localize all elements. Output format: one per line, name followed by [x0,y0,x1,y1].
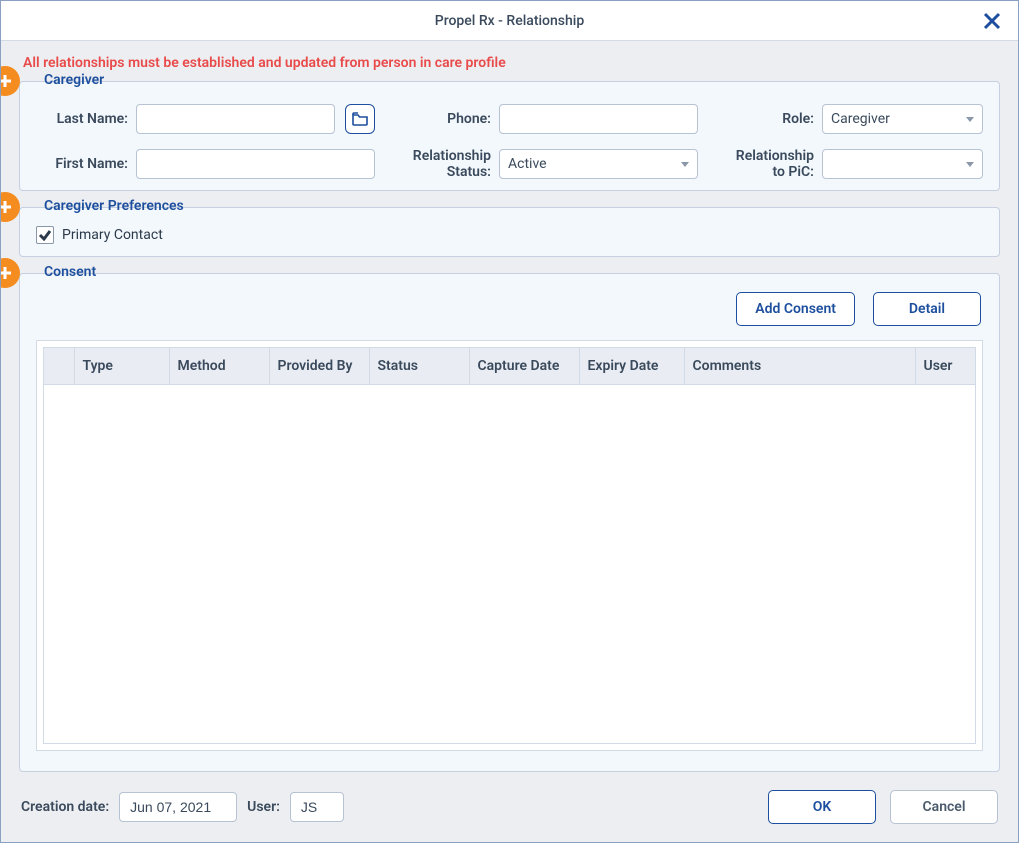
consent-section-title: Consent [40,264,100,280]
relationship-to-pic-select[interactable] [822,149,983,179]
lookup-button[interactable] [345,104,375,134]
first-name-input[interactable] [136,149,375,179]
primary-contact-label: Primary Contact [62,227,163,243]
caregiver-form: Last Name: Phone: [36,96,983,180]
titlebar: Propel Rx - Relationship [1,1,1018,41]
plus-icon [1,199,13,215]
creation-date-field[interactable] [119,792,237,822]
creation-date-label: Creation date: [21,799,109,815]
col-user[interactable]: User [915,348,975,385]
primary-contact-checkbox[interactable] [36,226,54,244]
field-role: Role: Caregiver [722,104,983,134]
relationship-to-pic-label: Relationship to PiC: [722,148,822,180]
consent-toolbar: Add Consent Detail [36,288,983,340]
user-label: User: [247,799,280,815]
chevron-down-icon [681,162,689,167]
user-field[interactable] [290,792,344,822]
field-relationship-to-pic: Relationship to PiC: [722,148,983,180]
preferences-section: Caregiver Preferences Primary Contact [19,207,1000,257]
col-comments[interactable]: Comments [684,348,915,385]
chevron-down-icon [966,162,974,167]
first-name-label: First Name: [36,156,136,173]
window-title: Propel Rx - Relationship [435,13,584,29]
ok-button[interactable]: OK [768,790,876,824]
consent-table-container: Type Method Provided By Status Capture D… [36,340,983,751]
consent-table: Type Method Provided By Status Capture D… [44,348,975,385]
detail-button[interactable]: Detail [873,292,981,326]
expand-caregiver-badge[interactable] [1,66,20,96]
primary-contact-row: Primary Contact [36,222,983,246]
field-first-name: First Name: [36,148,375,180]
last-name-input[interactable] [136,104,335,134]
phone-input[interactable] [499,104,698,134]
caregiver-section: Caregiver Last Name: [19,81,1000,191]
col-type[interactable]: Type [74,348,169,385]
consent-table-header-row: Type Method Provided By Status Capture D… [44,348,975,385]
col-select[interactable] [44,348,74,385]
close-button[interactable] [978,7,1006,35]
consent-section: Consent Add Consent Detail [19,273,1000,772]
col-status[interactable]: Status [369,348,469,385]
preferences-section-title: Caregiver Preferences [40,198,188,214]
role-label: Role: [722,111,822,128]
caregiver-section-title: Caregiver [40,72,108,88]
chevron-down-icon [966,117,974,122]
relationship-status-label: Relationship Status: [399,148,499,180]
role-select[interactable]: Caregiver [822,104,983,134]
col-expiry-date[interactable]: Expiry Date [579,348,684,385]
field-last-name: Last Name: [36,104,375,134]
relationship-status-select[interactable]: Active [499,149,698,179]
relationship-status-value: Active [508,156,547,172]
close-icon [982,11,1002,31]
warning-banner: All relationships must be established an… [19,41,1000,81]
cancel-button[interactable]: Cancel [890,790,998,824]
last-name-label: Last Name: [36,111,136,128]
field-relationship-status: Relationship Status: Active [399,148,698,180]
dialog-content: All relationships must be established an… [1,41,1018,842]
check-icon [38,228,52,242]
role-select-value: Caregiver [831,111,890,127]
add-consent-button[interactable]: Add Consent [736,292,855,326]
plus-icon [1,265,13,281]
field-phone: Phone: [399,104,698,134]
phone-label: Phone: [399,111,499,128]
col-capture-date[interactable]: Capture Date [469,348,579,385]
folder-icon [351,111,369,127]
expand-consent-badge[interactable] [1,258,20,288]
col-provided-by[interactable]: Provided By [269,348,369,385]
dialog-footer: Creation date: User: OK Cancel [19,786,1000,828]
expand-preferences-badge[interactable] [1,192,20,222]
plus-icon [1,73,13,89]
relationship-dialog: Propel Rx - Relationship All relationshi… [0,0,1019,843]
col-method[interactable]: Method [169,348,269,385]
